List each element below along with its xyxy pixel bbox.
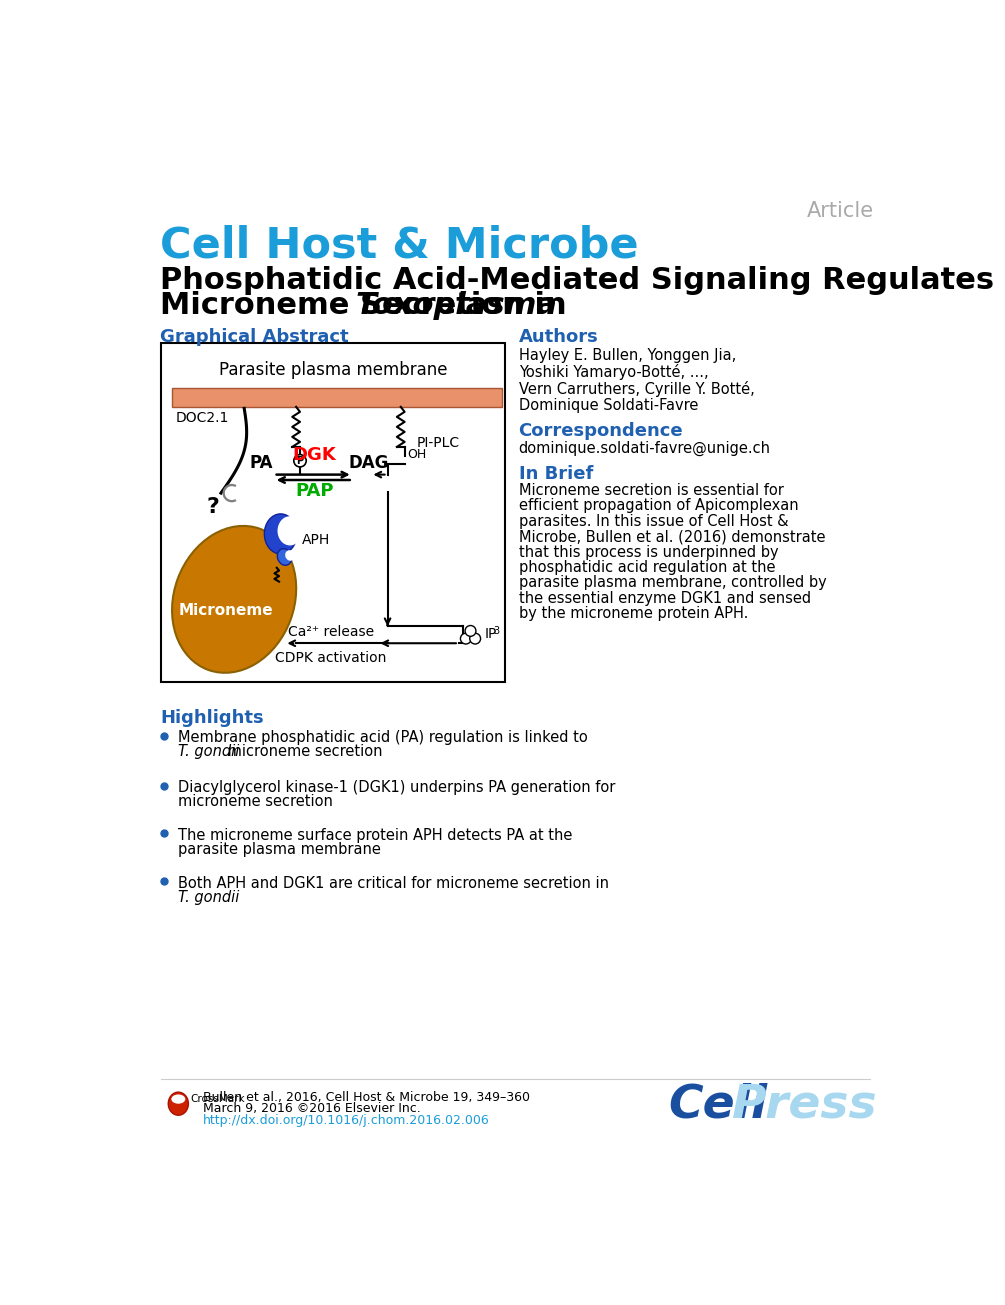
Bar	[161, 343, 506, 681]
Text: Microneme secretion is essential for: Microneme secretion is essential for	[519, 483, 784, 499]
Text: microneme secretion: microneme secretion	[178, 795, 334, 809]
Text: Press: Press	[732, 1083, 876, 1128]
Text: that this process is underpinned by: that this process is underpinned by	[519, 544, 778, 560]
Text: DAG: DAG	[348, 454, 388, 472]
Text: Membrane phosphatidic acid (PA) regulation is linked to: Membrane phosphatidic acid (PA) regulati…	[178, 731, 588, 745]
Text: T. gondii: T. gondii	[178, 744, 240, 760]
Text: Dominique Soldati-Favre: Dominique Soldati-Favre	[519, 398, 697, 414]
Text: parasite plasma membrane, controlled by: parasite plasma membrane, controlled by	[519, 576, 826, 590]
Text: Hayley E. Bullen, Yonggen Jia,: Hayley E. Bullen, Yonggen Jia,	[519, 347, 736, 363]
Text: March 9, 2016 ©2016 Elsevier Inc.: March 9, 2016 ©2016 Elsevier Inc.	[203, 1103, 421, 1116]
Ellipse shape	[277, 517, 303, 545]
Text: CDPK activation: CDPK activation	[275, 651, 387, 666]
Text: PAP: PAP	[295, 483, 334, 500]
Circle shape	[460, 633, 471, 643]
Text: ?: ?	[207, 497, 220, 517]
Text: Toxoplasma: Toxoplasma	[356, 291, 558, 320]
Text: Phosphatidic Acid-Mediated Signaling Regulates: Phosphatidic Acid-Mediated Signaling Reg…	[161, 266, 995, 295]
Text: DOC2.1: DOC2.1	[176, 411, 229, 425]
Text: Microneme Secretion in: Microneme Secretion in	[161, 291, 578, 320]
Text: APH: APH	[303, 532, 331, 547]
Text: Diacylglycerol kinase-1 (DGK1) underpins PA generation for: Diacylglycerol kinase-1 (DGK1) underpins…	[178, 780, 616, 795]
Text: IP: IP	[484, 626, 496, 641]
Text: Bullen et al., 2016, Cell Host & Microbe 19, 349–360: Bullen et al., 2016, Cell Host & Microbe…	[203, 1091, 530, 1104]
Text: Cell: Cell	[668, 1083, 767, 1128]
Text: P: P	[296, 455, 304, 466]
Text: Parasite plasma membrane: Parasite plasma membrane	[219, 360, 447, 378]
Text: Ca²⁺ release: Ca²⁺ release	[288, 625, 374, 639]
Text: T. gondii: T. gondii	[178, 890, 240, 904]
Text: Cell Host & Microbe: Cell Host & Microbe	[161, 224, 639, 266]
Text: In Brief: In Brief	[519, 465, 593, 483]
Circle shape	[293, 454, 307, 467]
Text: Correspondence: Correspondence	[519, 423, 683, 440]
Bar	[172, 388, 501, 407]
Text: OH: OH	[407, 448, 426, 461]
Text: DGK: DGK	[292, 446, 337, 463]
Text: Yoshiki Yamaryo-Botté, ...,: Yoshiki Yamaryo-Botté, ...,	[519, 364, 709, 381]
Ellipse shape	[171, 1095, 185, 1104]
Text: Highlights: Highlights	[161, 710, 264, 727]
Text: microneme secretion: microneme secretion	[223, 744, 383, 760]
Text: Both APH and DGK1 are critical for microneme secretion in: Both APH and DGK1 are critical for micro…	[178, 876, 609, 891]
Ellipse shape	[285, 551, 294, 561]
Ellipse shape	[168, 1092, 188, 1116]
Ellipse shape	[264, 514, 296, 553]
Text: Authors: Authors	[519, 328, 598, 346]
Text: Microneme: Microneme	[179, 603, 273, 619]
Text: PA: PA	[249, 454, 273, 472]
Ellipse shape	[277, 548, 291, 565]
Text: efficient propagation of Apicomplexan: efficient propagation of Apicomplexan	[519, 499, 798, 513]
Wedge shape	[222, 484, 236, 502]
Text: parasites. In this issue of Cell Host &: parasites. In this issue of Cell Host &	[519, 514, 788, 529]
Text: dominique.soldati-favre@unige.ch: dominique.soldati-favre@unige.ch	[519, 441, 771, 455]
Text: Graphical Abstract: Graphical Abstract	[161, 328, 349, 346]
Text: Article: Article	[806, 201, 873, 222]
Circle shape	[469, 633, 480, 643]
Text: 3: 3	[493, 626, 499, 636]
Text: http://dx.doi.org/10.1016/j.chom.2016.02.006: http://dx.doi.org/10.1016/j.chom.2016.02…	[203, 1113, 489, 1126]
Text: PI-PLC: PI-PLC	[416, 436, 459, 450]
Text: phosphatidic acid regulation at the: phosphatidic acid regulation at the	[519, 560, 775, 576]
Text: parasite plasma membrane: parasite plasma membrane	[178, 842, 381, 857]
Text: CrossMark: CrossMark	[191, 1094, 245, 1104]
Text: the essential enzyme DGK1 and sensed: the essential enzyme DGK1 and sensed	[519, 591, 811, 606]
Circle shape	[465, 625, 476, 637]
Ellipse shape	[172, 526, 296, 673]
Text: Vern Carruthers, Cyrille Y. Botté,: Vern Carruthers, Cyrille Y. Botté,	[519, 381, 755, 398]
Text: The microneme surface protein APH detects PA at the: The microneme surface protein APH detect…	[178, 829, 573, 843]
Text: Microbe, Bullen et al. (2016) demonstrate: Microbe, Bullen et al. (2016) demonstrat…	[519, 530, 825, 544]
Text: by the microneme protein APH.: by the microneme protein APH.	[519, 607, 748, 621]
